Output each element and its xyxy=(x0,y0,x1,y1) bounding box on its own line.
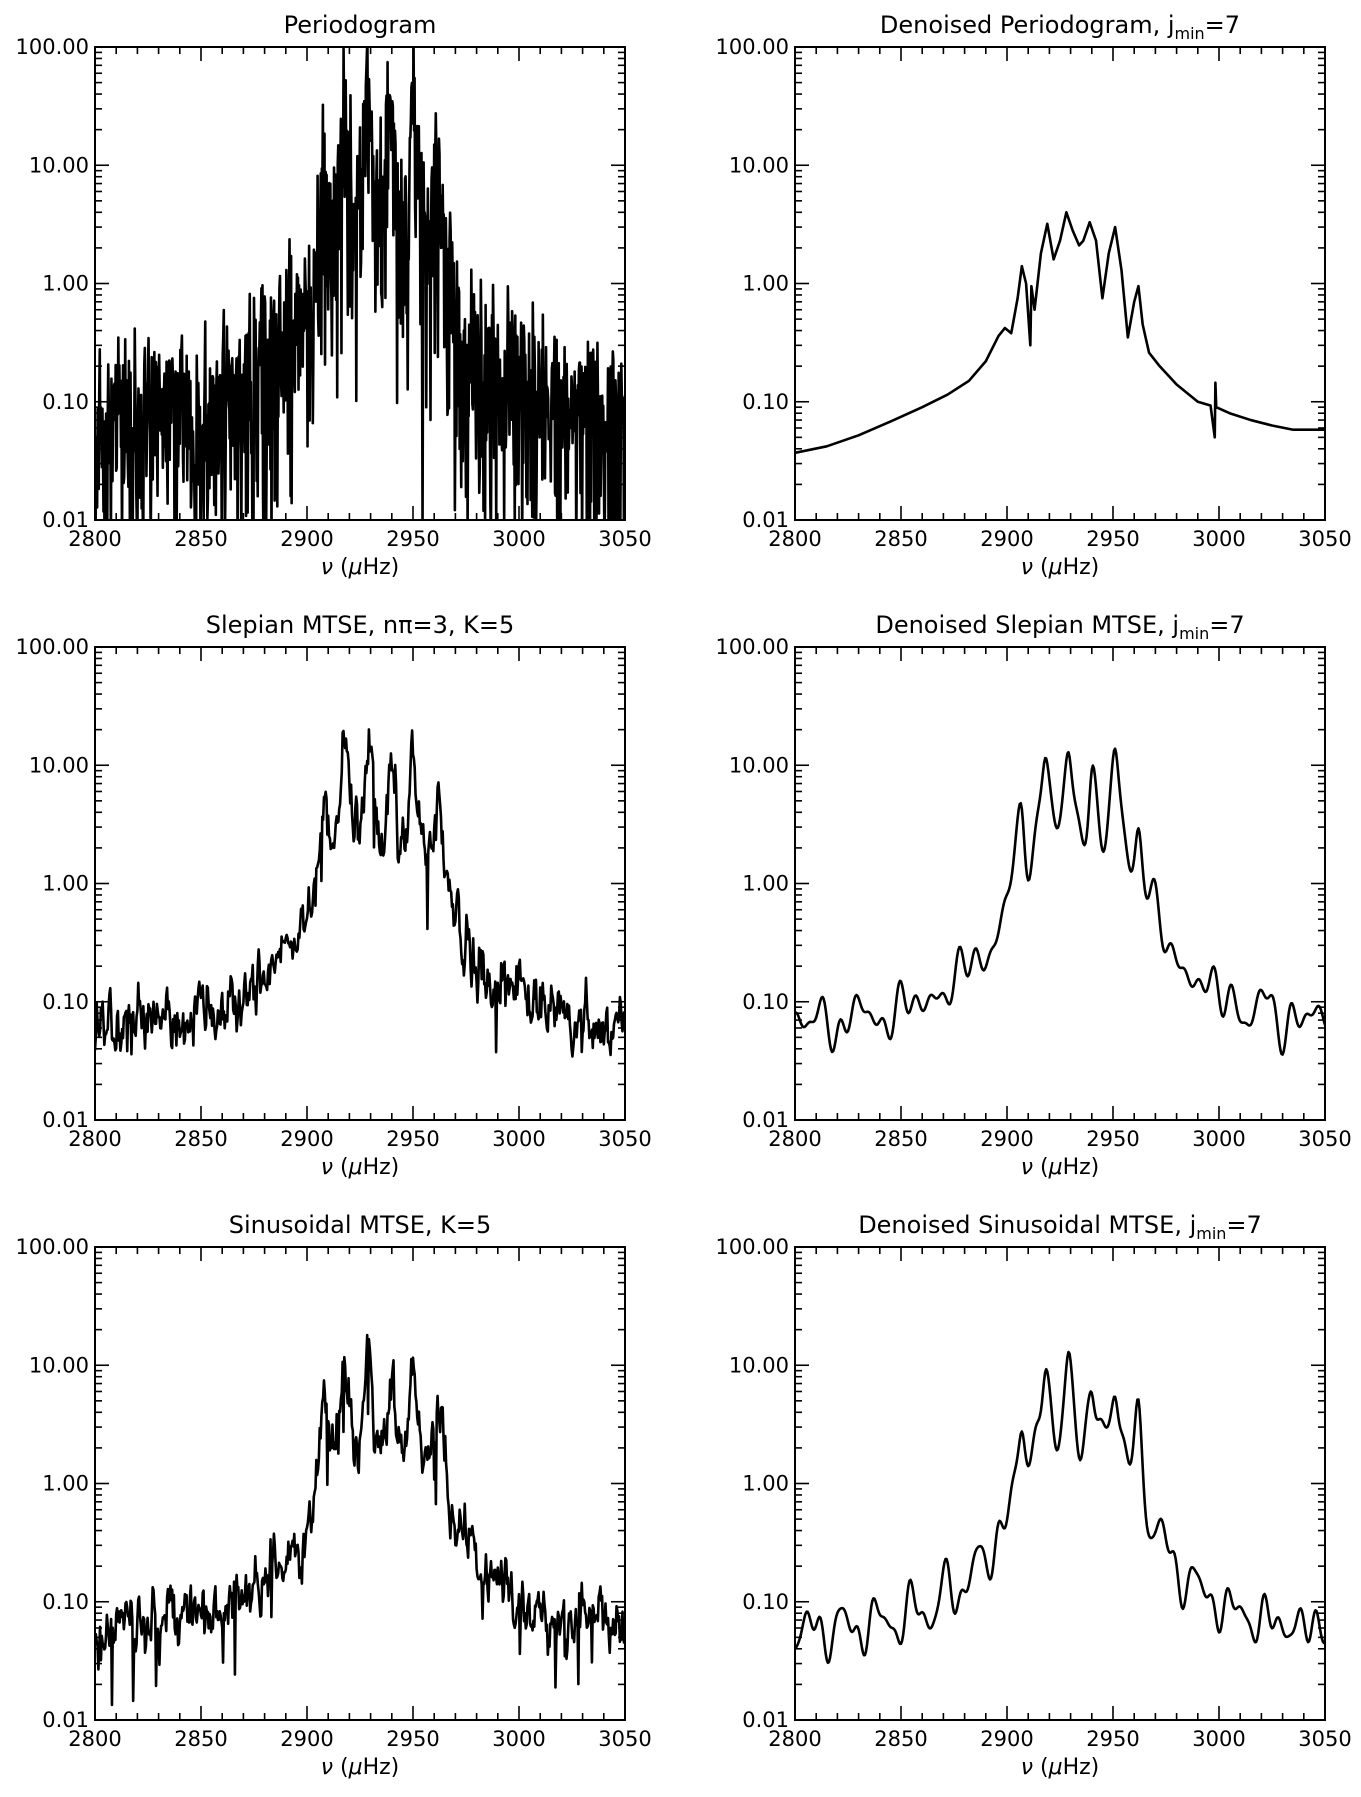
y-tick-label: 1.00 xyxy=(742,272,789,296)
x-tick-label: 2900 xyxy=(280,1127,333,1151)
y-tick-label: 0.01 xyxy=(42,1708,89,1732)
panel-title: Denoised Slepian MTSE, jmin=7 xyxy=(875,611,1244,643)
x-axis-label: ν (μHz) xyxy=(321,1755,400,1780)
y-tick-label: 10.00 xyxy=(729,753,789,777)
panel-4: 2800 2850 2900 2950 3000 3050 0.01 0.10 1.00 10.0… xyxy=(716,611,1352,1180)
y-tick-label: 100.00 xyxy=(16,35,89,59)
y-tick-label: 0.01 xyxy=(742,1108,789,1132)
panel-6: 2800 2850 2900 2950 3000 3050 0.01 0.10 1.00 10.0… xyxy=(716,1211,1352,1780)
x-tick-label: 3000 xyxy=(492,1127,545,1151)
y-tick-label: 100.00 xyxy=(716,635,789,659)
x-tick-label: 3050 xyxy=(598,1727,651,1751)
panel-3: 2800 2850 2900 2950 3000 3050 0.01 0.10 1.00 10.0… xyxy=(16,611,652,1180)
series-line-1 xyxy=(95,47,625,520)
y-tick-label: 100.00 xyxy=(716,1235,789,1259)
y-tick-label: 100.00 xyxy=(16,1235,89,1259)
x-tick-label: 2800 xyxy=(68,1127,121,1151)
plot-frame xyxy=(94,646,626,1121)
y-tick-label: 1.00 xyxy=(42,272,89,296)
x-tick-label: 2850 xyxy=(874,1127,927,1151)
x-tick-label: 2900 xyxy=(980,1127,1033,1151)
x-tick-label: 3050 xyxy=(1298,1727,1351,1751)
y-tick-label: 0.10 xyxy=(742,1590,789,1614)
series-line-6 xyxy=(795,1350,1325,1665)
x-tick-label: 2900 xyxy=(280,527,333,551)
y-tick-label: 1.00 xyxy=(42,1472,89,1496)
y-tick-label: 0.01 xyxy=(42,508,89,532)
y-tick-label: 1.00 xyxy=(42,872,89,896)
x-tick-label: 2850 xyxy=(174,527,227,551)
x-tick-label: 3000 xyxy=(492,1727,545,1751)
x-axis-label: ν (μHz) xyxy=(321,555,400,580)
x-tick-label: 2800 xyxy=(68,1727,121,1751)
x-tick-label: 2850 xyxy=(874,1727,927,1751)
x-tick-label: 3050 xyxy=(598,527,651,551)
x-tick-label: 2950 xyxy=(386,1727,439,1751)
y-tick-label: 0.10 xyxy=(742,390,789,414)
x-tick-label: 2800 xyxy=(768,527,821,551)
x-tick-label: 3000 xyxy=(1192,1127,1245,1151)
plot-frame xyxy=(794,46,1326,521)
panel-title: Denoised Periodogram, jmin=7 xyxy=(880,11,1240,43)
y-tick-label: 0.10 xyxy=(42,390,89,414)
x-tick-label: 2950 xyxy=(1086,1727,1139,1751)
y-tick-label: 0.10 xyxy=(42,1590,89,1614)
y-tick-label: 100.00 xyxy=(16,635,89,659)
x-tick-label: 2850 xyxy=(174,1127,227,1151)
y-tick-label: 0.01 xyxy=(42,1108,89,1132)
x-tick-label: 2950 xyxy=(386,527,439,551)
y-tick-label: 10.00 xyxy=(29,153,89,177)
x-tick-label: 3050 xyxy=(1298,527,1351,551)
series-line-4 xyxy=(795,747,1325,1056)
x-tick-label: 3000 xyxy=(1192,527,1245,551)
x-tick-label: 3050 xyxy=(598,1127,651,1151)
y-tick-label: 0.01 xyxy=(742,1708,789,1732)
plot-frame xyxy=(94,1246,626,1721)
x-tick-label: 3000 xyxy=(1192,1727,1245,1751)
x-axis-label: ν (μHz) xyxy=(1021,555,1100,580)
x-tick-label: 3050 xyxy=(1298,1127,1351,1151)
x-tick-label: 2800 xyxy=(768,1127,821,1151)
panel-1: 2800 2850 2900 2950 3000 3050 0.01 0.10 1.00 10.0… xyxy=(16,11,652,580)
plot-frame xyxy=(794,1246,1326,1721)
x-tick-label: 3000 xyxy=(492,527,545,551)
x-tick-label: 2800 xyxy=(768,1727,821,1751)
x-tick-label: 2950 xyxy=(1086,1127,1139,1151)
x-axis-label: ν (μHz) xyxy=(1021,1755,1100,1780)
series-line-5 xyxy=(95,1333,625,1707)
panel-5: 2800 2850 2900 2950 3000 3050 0.01 0.10 1.00 10.0… xyxy=(16,1211,652,1780)
y-tick-label: 0.01 xyxy=(742,508,789,532)
x-axis-label: ν (μHz) xyxy=(321,1155,400,1180)
y-tick-label: 10.00 xyxy=(29,753,89,777)
x-tick-label: 2850 xyxy=(874,527,927,551)
y-tick-label: 10.00 xyxy=(729,1353,789,1377)
x-tick-label: 2950 xyxy=(386,1127,439,1151)
series-line-2 xyxy=(795,211,1325,455)
x-tick-label: 2900 xyxy=(280,1727,333,1751)
x-axis-label: ν (μHz) xyxy=(1021,1155,1100,1180)
y-tick-label: 1.00 xyxy=(742,1472,789,1496)
y-tick-label: 10.00 xyxy=(29,1353,89,1377)
x-tick-label: 2850 xyxy=(174,1727,227,1751)
y-tick-label: 0.10 xyxy=(742,990,789,1014)
y-tick-label: 10.00 xyxy=(729,153,789,177)
panel-title: Periodogram xyxy=(284,11,437,39)
y-tick-label: 1.00 xyxy=(742,872,789,896)
x-tick-label: 2900 xyxy=(980,527,1033,551)
x-tick-label: 2800 xyxy=(68,527,121,551)
panel-2: 2800 2850 2900 2950 3000 3050 0.01 0.10 1.00 10.0… xyxy=(716,11,1352,580)
y-tick-label: 0.10 xyxy=(42,990,89,1014)
panel-title: Sinusoidal MTSE, K=5 xyxy=(229,1211,492,1239)
x-tick-label: 2900 xyxy=(980,1727,1033,1751)
plot-frame xyxy=(794,646,1326,1121)
y-tick-label: 100.00 xyxy=(716,35,789,59)
series-line-3 xyxy=(95,728,625,1058)
panel-title: Slepian MTSE, nπ=3, K=5 xyxy=(206,611,515,639)
x-tick-label: 2950 xyxy=(1086,527,1139,551)
panel-title: Denoised Sinusoidal MTSE, jmin=7 xyxy=(858,1211,1262,1243)
